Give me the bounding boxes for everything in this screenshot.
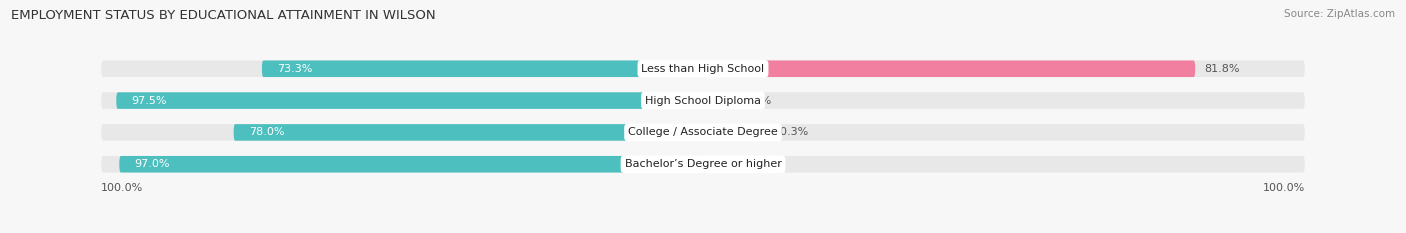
Text: 100.0%: 100.0% (101, 183, 143, 193)
Text: 97.0%: 97.0% (135, 159, 170, 169)
Text: 81.8%: 81.8% (1205, 64, 1240, 74)
FancyBboxPatch shape (703, 124, 765, 141)
Text: EMPLOYMENT STATUS BY EDUCATIONAL ATTAINMENT IN WILSON: EMPLOYMENT STATUS BY EDUCATIONAL ATTAINM… (11, 9, 436, 22)
FancyBboxPatch shape (101, 124, 1305, 141)
Text: Less than High School: Less than High School (641, 64, 765, 74)
Text: College / Associate Degree: College / Associate Degree (628, 127, 778, 137)
Text: High School Diploma: High School Diploma (645, 96, 761, 106)
FancyBboxPatch shape (117, 92, 703, 109)
Text: 97.5%: 97.5% (131, 96, 167, 106)
Text: 10.3%: 10.3% (775, 127, 810, 137)
Text: Bachelor’s Degree or higher: Bachelor’s Degree or higher (624, 159, 782, 169)
FancyBboxPatch shape (233, 124, 703, 141)
FancyBboxPatch shape (120, 156, 703, 172)
Text: 73.3%: 73.3% (277, 64, 312, 74)
FancyBboxPatch shape (262, 61, 703, 77)
FancyBboxPatch shape (101, 156, 1305, 172)
Text: Source: ZipAtlas.com: Source: ZipAtlas.com (1284, 9, 1395, 19)
Text: 0.0%: 0.0% (711, 159, 741, 169)
Text: 78.0%: 78.0% (249, 127, 284, 137)
FancyBboxPatch shape (703, 61, 1195, 77)
FancyBboxPatch shape (101, 92, 1305, 109)
FancyBboxPatch shape (101, 61, 1305, 77)
Text: 100.0%: 100.0% (1263, 183, 1305, 193)
Text: 5.1%: 5.1% (742, 96, 770, 106)
FancyBboxPatch shape (703, 92, 734, 109)
